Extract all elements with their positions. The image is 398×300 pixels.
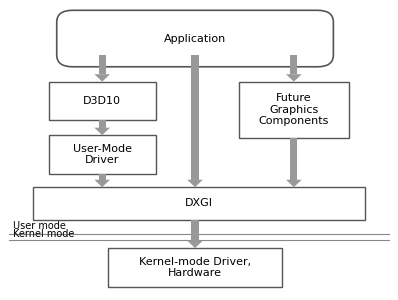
Polygon shape [94,128,110,135]
Text: DXGI: DXGI [185,199,213,208]
Bar [108,248,282,287]
Bar [49,82,156,120]
Text: Kernel-mode Driver,
Hardware: Kernel-mode Driver, Hardware [139,256,251,278]
Text: User-Mode
Driver: User-Mode Driver [73,144,132,165]
Polygon shape [187,180,203,187]
Bar [99,120,106,128]
Text: Kernel mode: Kernel mode [13,229,74,239]
Polygon shape [187,241,203,248]
Polygon shape [286,180,302,187]
Bar [49,135,156,174]
Bar [99,174,106,180]
Polygon shape [94,74,110,82]
Bar [290,138,297,180]
Text: User mode: User mode [13,221,66,231]
Text: Future
Graphics
Components: Future Graphics Components [259,93,329,127]
Text: Application: Application [164,34,226,44]
Bar [191,220,199,241]
Polygon shape [286,74,302,82]
Bar [238,82,349,138]
FancyBboxPatch shape [57,10,334,67]
Text: D3D10: D3D10 [83,96,121,106]
Polygon shape [94,180,110,187]
Bar [290,55,297,74]
Bar [191,55,199,180]
Bar [99,55,106,74]
Bar [33,187,365,220]
